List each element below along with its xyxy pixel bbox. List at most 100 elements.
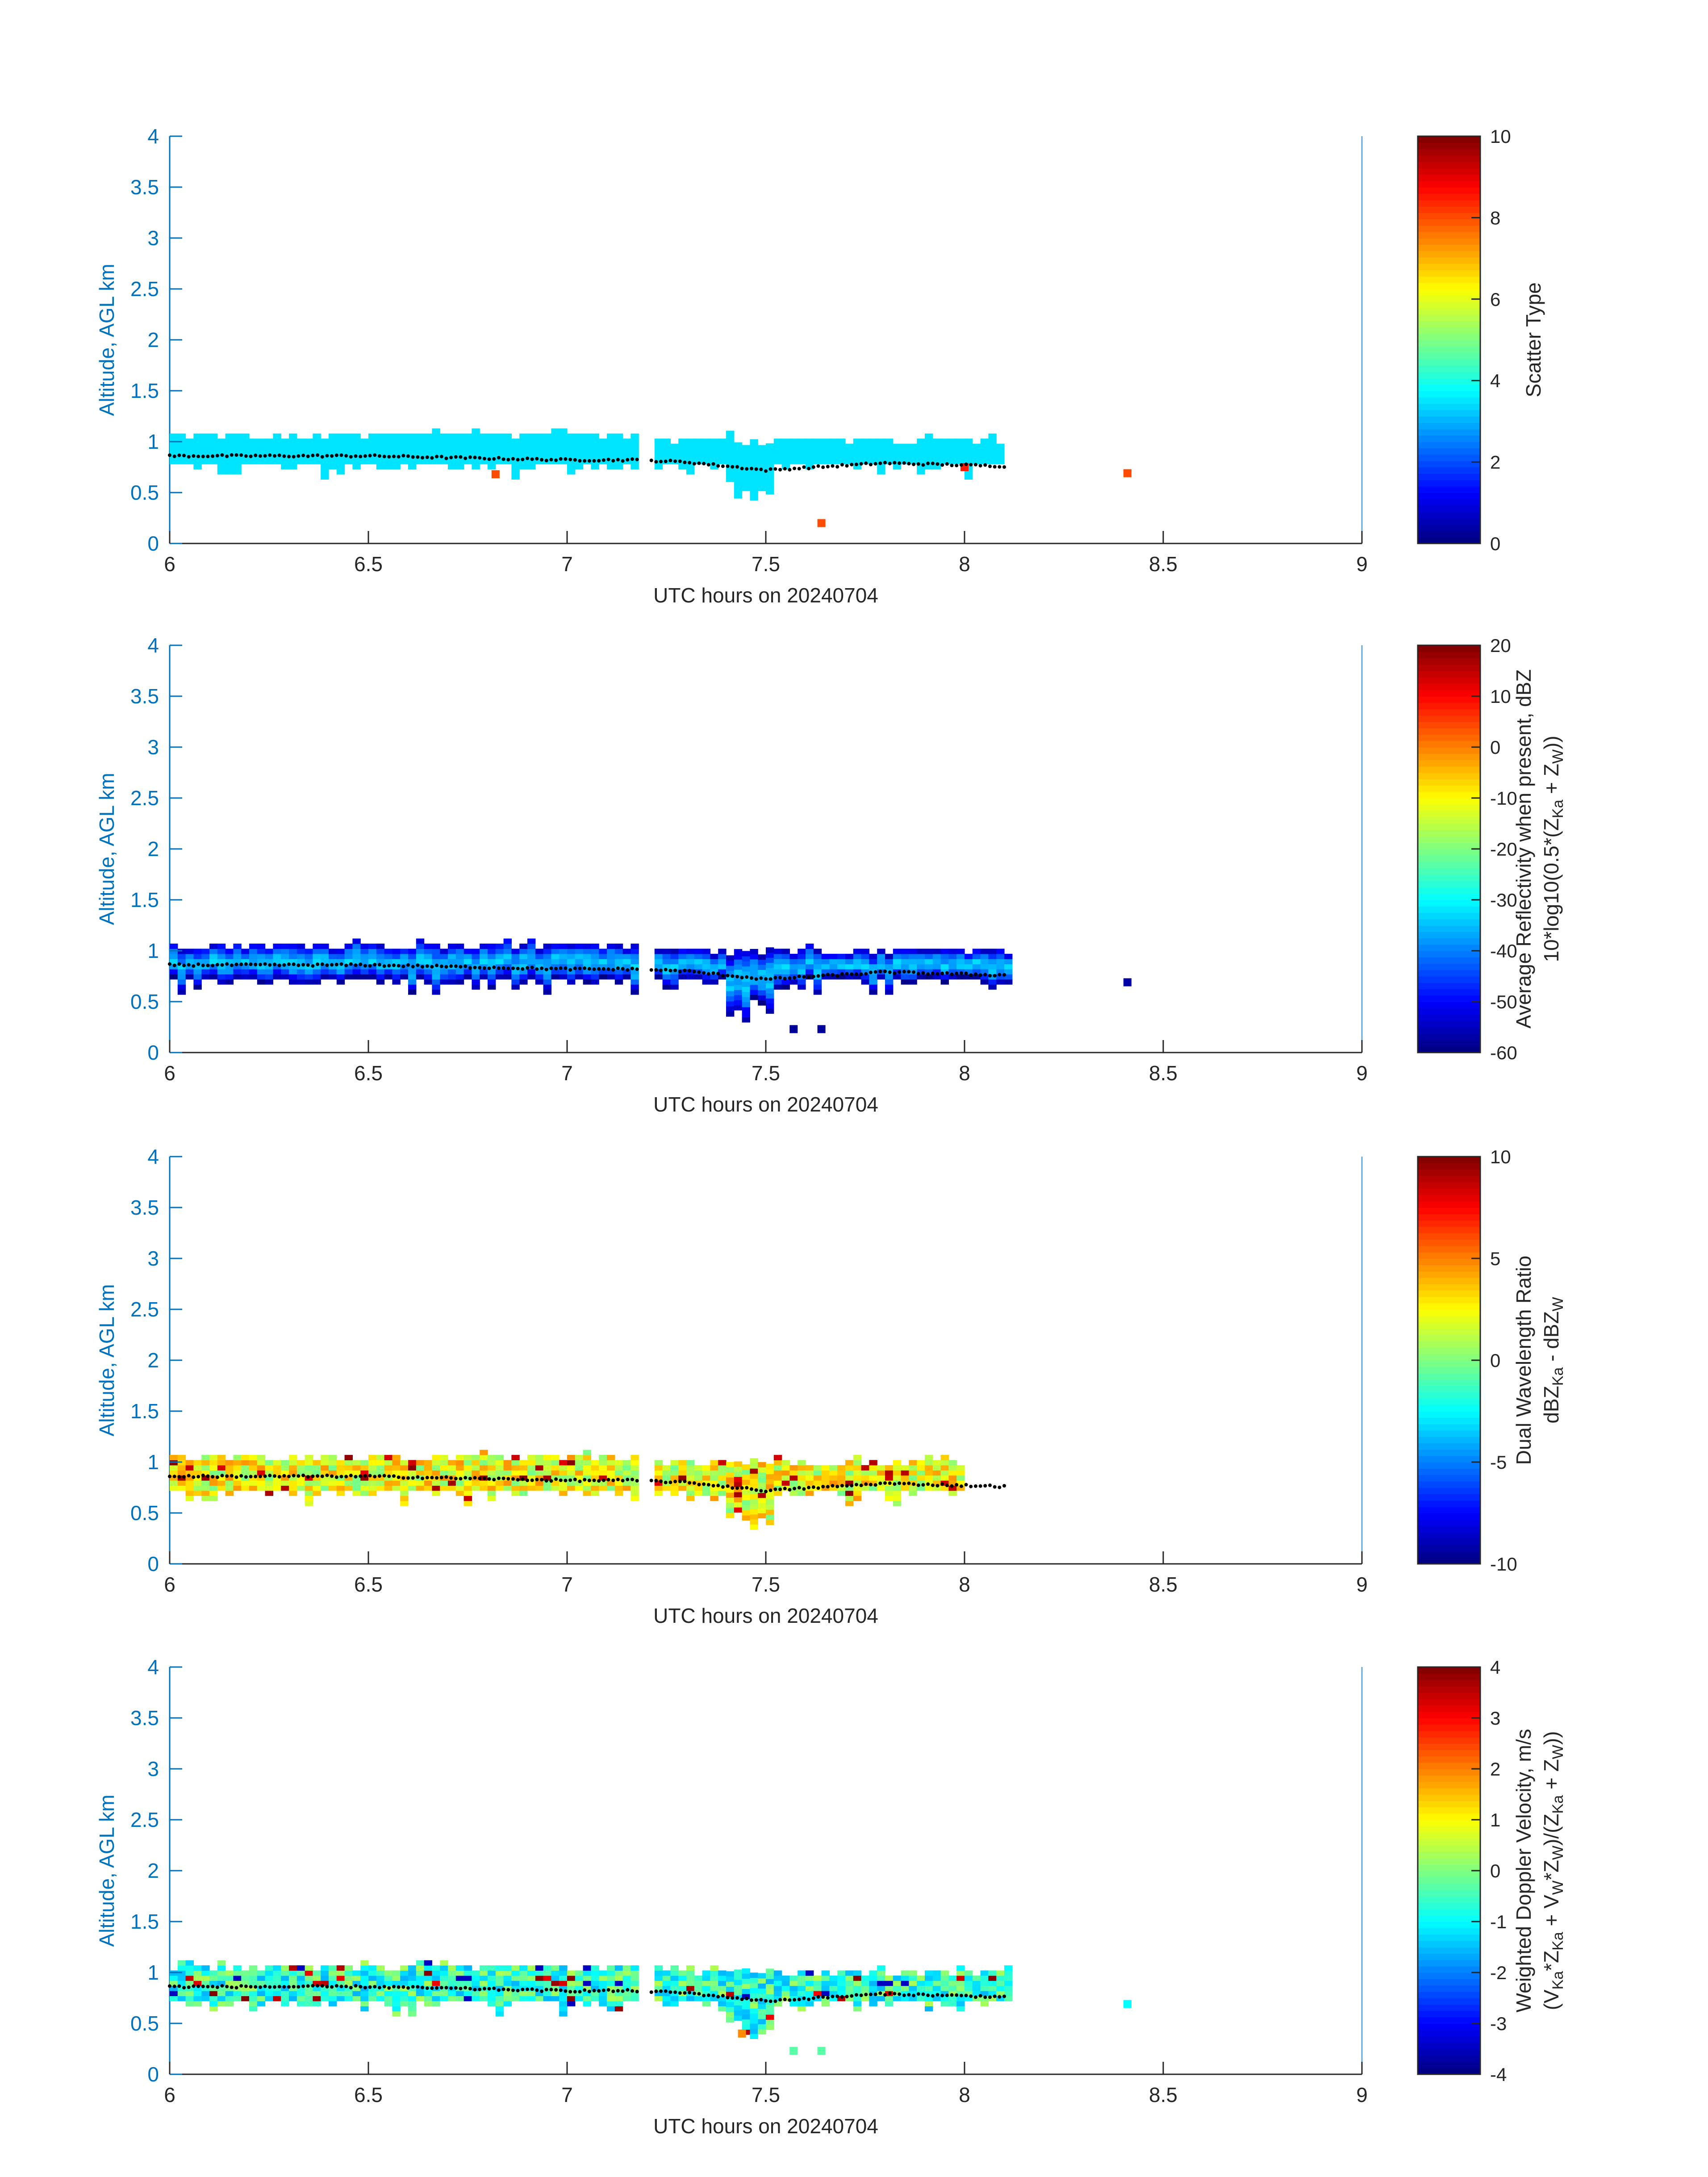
heatmap-cell — [631, 1485, 639, 1491]
heatmap-cell — [1004, 1970, 1013, 1976]
heatmap-cell — [416, 959, 425, 965]
colorbar-segment — [1418, 925, 1480, 932]
colorbar-segment — [1418, 969, 1480, 977]
cloud-top-dot — [592, 1989, 596, 1993]
heatmap-cell — [448, 1970, 456, 1976]
heatmap-cell — [853, 1981, 862, 1986]
heatmap-cell — [225, 949, 234, 954]
heatmap-cell — [416, 448, 425, 454]
y-tick-label: 3.5 — [130, 175, 159, 199]
heatmap-cell — [909, 459, 917, 464]
heatmap-cell — [726, 965, 735, 971]
heatmap-cell — [313, 448, 321, 454]
heatmap-cell — [464, 1970, 472, 1976]
colorbar-segment — [1418, 1322, 1480, 1329]
cloud-top-dot — [950, 1484, 954, 1488]
heatmap-cell — [257, 944, 266, 949]
heatmap-cell — [241, 1485, 250, 1491]
colorbar-segment — [1418, 1386, 1480, 1393]
heatmap-cell — [742, 2009, 750, 2014]
cloud-top-dot — [878, 969, 882, 974]
heatmap-cell — [480, 433, 488, 439]
heatmap-cell — [170, 1975, 178, 1981]
heatmap-cell — [344, 944, 353, 949]
heatmap-cell — [798, 448, 806, 454]
heatmap-cell — [329, 1996, 337, 2002]
heatmap-cell — [495, 1485, 504, 1491]
heatmap-cell — [170, 1991, 178, 1997]
heatmap-cell — [217, 944, 226, 949]
heatmap-cell — [455, 1470, 464, 1476]
x-tick-label: 7.5 — [752, 1573, 780, 1596]
cloud-top-dot — [816, 974, 820, 978]
heatmap-cell — [321, 1991, 329, 1997]
heatmap-cell — [559, 1970, 568, 1976]
heatmap-cell — [853, 1496, 862, 1501]
colorbar-segment — [1418, 1915, 1480, 1922]
heatmap-cell — [249, 459, 258, 464]
heatmap-cell — [622, 1465, 631, 1471]
colorbar-segment — [1418, 1182, 1480, 1189]
heatmap-cell — [241, 433, 250, 439]
cloud-top-dot — [554, 1477, 558, 1481]
heatmap-cell — [869, 1975, 877, 1981]
heatmap-cell — [948, 1480, 957, 1486]
cloud-top-dot — [230, 1474, 234, 1478]
heatmap-cell — [519, 969, 528, 975]
heatmap-cell — [996, 953, 1005, 959]
cloud-top-dot — [611, 968, 615, 972]
heatmap-cell — [352, 1970, 361, 1976]
cloud-top-dot — [287, 962, 291, 966]
heatmap-cell — [185, 1490, 194, 1496]
heatmap-cell — [773, 448, 782, 454]
heatmap-cell — [750, 460, 758, 465]
heatmap-cell — [416, 1460, 425, 1466]
heatmap-cell — [432, 1480, 440, 1486]
heatmap-cell — [686, 1465, 695, 1471]
heatmap-cell — [766, 1989, 774, 1994]
heatmap-cell — [464, 974, 472, 980]
heatmap-cell — [488, 1965, 496, 1971]
heatmap-cell — [901, 949, 909, 954]
heatmap-cell — [448, 1460, 456, 1466]
heatmap-cell — [694, 949, 703, 954]
cloud-top-dot — [344, 454, 348, 458]
heatmap-cell — [225, 1981, 234, 1986]
heatmap-cell — [710, 1970, 718, 1976]
cloud-top-dot — [254, 1475, 258, 1479]
heatmap-cell — [464, 1496, 472, 1501]
heatmap-cell — [313, 439, 321, 444]
heatmap-cell — [519, 1470, 528, 1476]
cloud-top-dot — [516, 1478, 520, 1482]
cloud-top-dot — [912, 462, 916, 466]
heatmap-cell — [965, 474, 973, 480]
colorbar-segment — [1418, 409, 1480, 417]
cloud-top-dot — [826, 1996, 830, 2000]
cloud-top-dot — [411, 455, 415, 459]
heatmap-cell — [996, 959, 1005, 965]
heatmap-cell — [837, 454, 846, 460]
heatmap-cell — [750, 1463, 758, 1469]
heatmap-cell — [352, 433, 361, 439]
heatmap-cell — [559, 439, 568, 444]
heatmap-cell — [726, 2012, 735, 2018]
heatmap-cell — [694, 1975, 703, 1981]
heatmap-cell — [877, 443, 885, 449]
heatmap-cell — [408, 1965, 417, 1971]
heatmap-cell — [368, 1455, 377, 1461]
heatmap-cell — [861, 1475, 869, 1481]
cloud-top-dot — [583, 459, 587, 463]
heatmap-cell — [909, 1460, 917, 1466]
heatmap-cell — [368, 443, 377, 449]
heatmap-cell — [678, 1970, 687, 1976]
cloud-top-dot — [926, 461, 930, 465]
heatmap-cell — [948, 1975, 957, 1981]
heatmap-cell — [980, 959, 989, 965]
heatmap-cell — [631, 1490, 639, 1496]
heatmap-cell — [980, 454, 989, 460]
heatmap-cell — [233, 1470, 242, 1476]
heatmap-cell — [622, 1480, 631, 1486]
heatmap-cell — [464, 959, 472, 965]
heatmap-cell — [305, 439, 313, 444]
cloud-top-dot — [168, 962, 171, 966]
